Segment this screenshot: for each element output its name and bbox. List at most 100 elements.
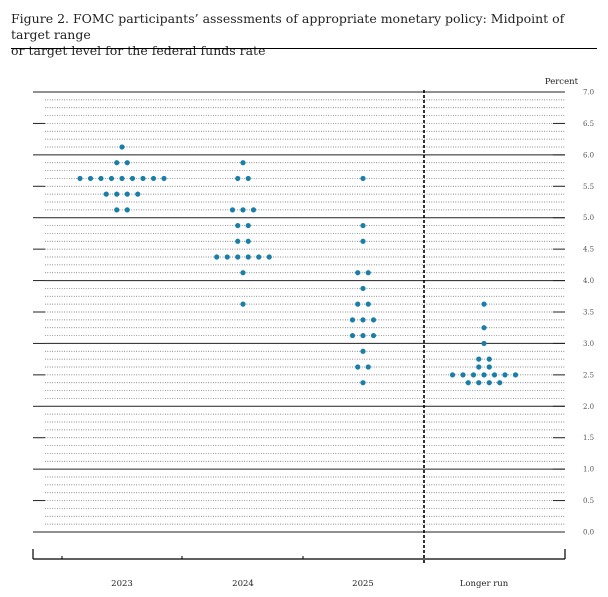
participant-dot bbox=[103, 191, 109, 197]
participant-dot bbox=[476, 380, 482, 386]
participant-dot bbox=[365, 364, 371, 370]
participant-dot bbox=[235, 175, 241, 182]
participant-dot bbox=[135, 191, 141, 197]
participant-dot bbox=[250, 207, 257, 213]
participant-dot bbox=[465, 380, 471, 386]
participant-dot bbox=[481, 340, 487, 347]
participant-dot bbox=[224, 254, 230, 260]
x-category-label: 2025 bbox=[352, 579, 374, 589]
participant-dot bbox=[481, 301, 487, 307]
participant-dot bbox=[349, 332, 356, 339]
y-tick-label: 7.0 bbox=[583, 89, 594, 97]
participant-dot bbox=[360, 332, 366, 339]
y-axis-unit-label: Percent bbox=[545, 77, 579, 87]
participant-dot bbox=[129, 175, 136, 182]
gridlines bbox=[45, 91, 565, 533]
participant-dot bbox=[240, 301, 246, 307]
axis-labels: 0.0 0.5 1.0 1.5 2.0 2.5 3.0 3.5 4.0 4.5 5.0 5.5 6.0 6… bbox=[111, 77, 594, 589]
x-category-label: 2024 bbox=[232, 579, 254, 589]
participant-dot bbox=[476, 364, 482, 370]
figure-title-line-2: or target level for the federal funds ra… bbox=[11, 43, 266, 58]
y-tick-label: 0.5 bbox=[583, 497, 594, 505]
participant-dot bbox=[497, 380, 503, 386]
participant-dots bbox=[77, 144, 519, 386]
participant-dot bbox=[360, 222, 366, 229]
participant-dot bbox=[214, 254, 220, 260]
participant-dot bbox=[77, 175, 83, 182]
y-tick-label: 3.0 bbox=[583, 340, 594, 348]
participant-dot bbox=[365, 301, 371, 307]
participant-dot bbox=[235, 254, 241, 260]
axes bbox=[32, 90, 566, 563]
participant-dot bbox=[349, 317, 356, 323]
participant-dot bbox=[140, 175, 146, 182]
participant-dot bbox=[235, 238, 241, 244]
participant-dot bbox=[240, 207, 246, 213]
participant-dot bbox=[240, 270, 246, 276]
participant-dot bbox=[360, 380, 366, 386]
participant-dot bbox=[124, 207, 130, 213]
participant-dot bbox=[449, 372, 456, 378]
participant-dot bbox=[124, 160, 130, 166]
y-tick-label: 5.0 bbox=[583, 214, 594, 222]
y-tick-label: 4.5 bbox=[583, 246, 594, 254]
x-category-label: Longer run bbox=[460, 579, 509, 589]
y-tick-label: 3.5 bbox=[583, 309, 594, 317]
participant-dot bbox=[481, 325, 487, 331]
participant-dot bbox=[256, 254, 262, 260]
participant-dot bbox=[476, 356, 482, 362]
participant-dot bbox=[240, 160, 246, 166]
y-tick-label: 1.5 bbox=[583, 434, 594, 442]
y-tick-label: 4.0 bbox=[583, 277, 594, 285]
participant-dot bbox=[355, 364, 361, 370]
title-rule bbox=[11, 48, 597, 49]
participant-dot bbox=[486, 364, 492, 370]
participant-dot bbox=[470, 372, 477, 378]
participant-dot bbox=[491, 372, 498, 378]
y-tick-label: 1.0 bbox=[583, 466, 594, 474]
participant-dot bbox=[108, 175, 115, 182]
participant-dot bbox=[486, 380, 492, 386]
participant-dot bbox=[460, 372, 466, 378]
participant-dot bbox=[245, 254, 251, 260]
participant-dot bbox=[114, 160, 120, 166]
participant-dot bbox=[124, 191, 130, 197]
participant-dot bbox=[150, 175, 157, 182]
y-tick-label: 0.0 bbox=[583, 529, 594, 537]
participant-dot bbox=[161, 175, 167, 182]
participant-dot bbox=[87, 175, 94, 182]
participant-dot bbox=[502, 372, 508, 378]
participant-dot bbox=[355, 270, 361, 276]
participant-dot bbox=[119, 144, 125, 150]
y-tick-label: 2.0 bbox=[583, 403, 594, 411]
participant-dot bbox=[360, 348, 366, 354]
participant-dot bbox=[486, 356, 492, 362]
participant-dot bbox=[245, 238, 251, 244]
y-tick-label: 6.5 bbox=[583, 120, 594, 128]
y-tick-label: 6.0 bbox=[583, 151, 594, 159]
participant-dot bbox=[481, 372, 487, 378]
participant-dot bbox=[114, 191, 120, 197]
participant-dot bbox=[266, 254, 272, 260]
participant-dot bbox=[360, 317, 366, 323]
participant-dot bbox=[360, 175, 366, 182]
participant-dot bbox=[360, 285, 366, 292]
participant-dot bbox=[235, 222, 241, 229]
participant-dot bbox=[360, 238, 366, 244]
participant-dot bbox=[245, 175, 251, 182]
y-tick-label: 5.5 bbox=[583, 183, 594, 191]
y-tick-label: 2.5 bbox=[583, 371, 594, 379]
participant-dot bbox=[370, 332, 377, 339]
participant-dot bbox=[119, 175, 125, 182]
figure-title: Figure 2. FOMC participants’ assessments… bbox=[11, 11, 597, 59]
participant-dot bbox=[355, 301, 361, 307]
participant-dot bbox=[245, 222, 251, 229]
participant-dot bbox=[365, 270, 371, 276]
participant-dot bbox=[512, 372, 519, 378]
participant-dot bbox=[114, 207, 120, 213]
x-category-label: 2023 bbox=[111, 579, 133, 589]
participant-dot bbox=[98, 175, 104, 182]
participant-dot bbox=[229, 207, 236, 213]
figure-title-line-1: Figure 2. FOMC participants’ assessments… bbox=[11, 11, 565, 42]
